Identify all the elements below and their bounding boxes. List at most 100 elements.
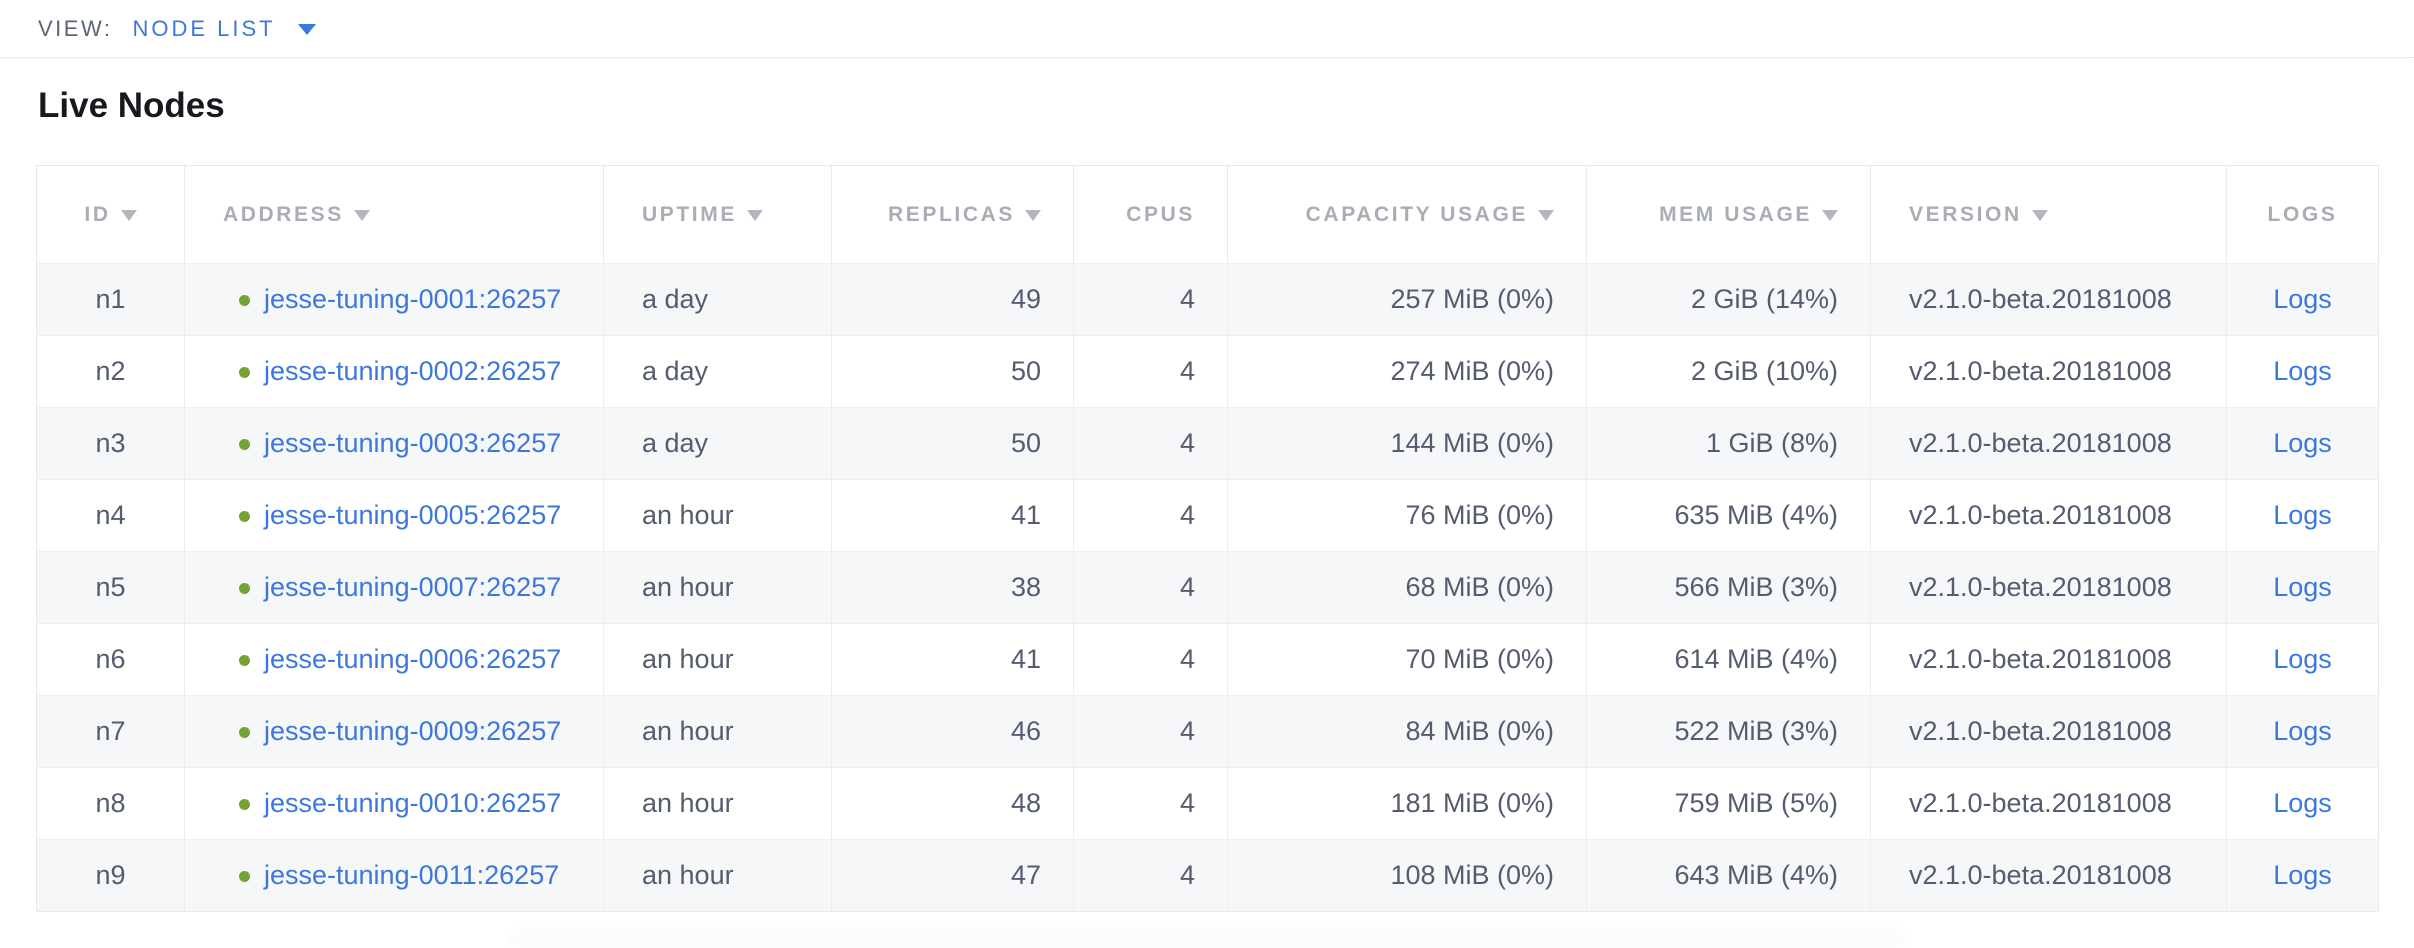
column-header-label: ADDRESS bbox=[223, 203, 344, 226]
logs-link[interactable]: Logs bbox=[2273, 788, 2332, 818]
cell-cpus: 4 bbox=[1074, 552, 1228, 624]
table-row: n7jesse-tuning-0009:26257an hour46484 Mi… bbox=[37, 696, 2379, 768]
cell-cpus: 4 bbox=[1074, 408, 1228, 480]
logs-link[interactable]: Logs bbox=[2273, 284, 2332, 314]
node-address-link[interactable]: jesse-tuning-0002:26257 bbox=[264, 356, 561, 386]
cell-mem: 566 MiB (3%) bbox=[1587, 552, 1871, 624]
logs-link[interactable]: Logs bbox=[2273, 500, 2332, 530]
logs-link[interactable]: Logs bbox=[2273, 428, 2332, 458]
view-label: VIEW: bbox=[38, 16, 112, 42]
cell-cpus: 4 bbox=[1074, 480, 1228, 552]
cell-version: v2.1.0-beta.20181008 bbox=[1871, 264, 2227, 336]
cell-uptime: an hour bbox=[604, 552, 832, 624]
cell-uptime: an hour bbox=[604, 840, 832, 912]
cell-version: v2.1.0-beta.20181008 bbox=[1871, 624, 2227, 696]
cell-mem: 643 MiB (4%) bbox=[1587, 840, 1871, 912]
cell-cpus: 4 bbox=[1074, 696, 1228, 768]
table-row: n2jesse-tuning-0002:26257a day504274 MiB… bbox=[37, 336, 2379, 408]
cell-uptime: a day bbox=[604, 264, 832, 336]
column-header-label: VERSION bbox=[1909, 203, 2022, 226]
node-address-link[interactable]: jesse-tuning-0007:26257 bbox=[264, 572, 561, 602]
node-address-link[interactable]: jesse-tuning-0005:26257 bbox=[264, 500, 561, 530]
cell-version: v2.1.0-beta.20181008 bbox=[1871, 408, 2227, 480]
cell-uptime: an hour bbox=[604, 696, 832, 768]
cell-address: jesse-tuning-0007:26257 bbox=[185, 552, 604, 624]
column-header-label: CPUS bbox=[1126, 203, 1195, 226]
column-header-capacity[interactable]: CAPACITY USAGE bbox=[1228, 166, 1587, 264]
live-status-dot-icon bbox=[239, 511, 250, 522]
table-row: n1jesse-tuning-0001:26257a day494257 MiB… bbox=[37, 264, 2379, 336]
cell-address: jesse-tuning-0001:26257 bbox=[185, 264, 604, 336]
cell-id: n6 bbox=[37, 624, 185, 696]
cell-capacity: 144 MiB (0%) bbox=[1228, 408, 1587, 480]
node-address-link[interactable]: jesse-tuning-0009:26257 bbox=[264, 716, 561, 746]
cell-capacity: 108 MiB (0%) bbox=[1228, 840, 1587, 912]
sort-desc-icon bbox=[1822, 210, 1838, 221]
column-header-id[interactable]: ID bbox=[37, 166, 185, 264]
live-status-dot-icon bbox=[239, 583, 250, 594]
column-header-version[interactable]: VERSION bbox=[1871, 166, 2227, 264]
cell-logs: Logs bbox=[2227, 768, 2379, 840]
node-address-link[interactable]: jesse-tuning-0006:26257 bbox=[264, 644, 561, 674]
cell-capacity: 84 MiB (0%) bbox=[1228, 696, 1587, 768]
cell-version: v2.1.0-beta.20181008 bbox=[1871, 480, 2227, 552]
table-row: n9jesse-tuning-0011:26257an hour474108 M… bbox=[37, 840, 2379, 912]
logs-link[interactable]: Logs bbox=[2273, 644, 2332, 674]
cell-cpus: 4 bbox=[1074, 264, 1228, 336]
cell-logs: Logs bbox=[2227, 408, 2379, 480]
cell-cpus: 4 bbox=[1074, 624, 1228, 696]
live-status-dot-icon bbox=[239, 439, 250, 450]
cell-id: n5 bbox=[37, 552, 185, 624]
cell-capacity: 70 MiB (0%) bbox=[1228, 624, 1587, 696]
cell-version: v2.1.0-beta.20181008 bbox=[1871, 552, 2227, 624]
sort-desc-icon bbox=[121, 210, 137, 221]
cell-replicas: 48 bbox=[832, 768, 1074, 840]
cell-mem: 614 MiB (4%) bbox=[1587, 624, 1871, 696]
column-header-replicas[interactable]: REPLICAS bbox=[832, 166, 1074, 264]
cell-replicas: 50 bbox=[832, 408, 1074, 480]
column-header-label: LOGS bbox=[2268, 203, 2338, 226]
logs-link[interactable]: Logs bbox=[2273, 716, 2332, 746]
logs-link[interactable]: Logs bbox=[2273, 860, 2332, 890]
cell-uptime: an hour bbox=[604, 624, 832, 696]
cell-mem: 759 MiB (5%) bbox=[1587, 768, 1871, 840]
cell-logs: Logs bbox=[2227, 336, 2379, 408]
live-status-dot-icon bbox=[239, 799, 250, 810]
cell-logs: Logs bbox=[2227, 840, 2379, 912]
live-status-dot-icon bbox=[239, 295, 250, 306]
column-header-address[interactable]: ADDRESS bbox=[185, 166, 604, 264]
cell-uptime: an hour bbox=[604, 480, 832, 552]
cell-address: jesse-tuning-0011:26257 bbox=[185, 840, 604, 912]
column-header-label: CAPACITY USAGE bbox=[1306, 203, 1528, 226]
cell-address: jesse-tuning-0006:26257 bbox=[185, 624, 604, 696]
cell-replicas: 50 bbox=[832, 336, 1074, 408]
sort-desc-icon bbox=[354, 210, 370, 221]
cell-logs: Logs bbox=[2227, 264, 2379, 336]
cell-id: n1 bbox=[37, 264, 185, 336]
column-header-label: ID bbox=[84, 203, 110, 226]
table-row: n5jesse-tuning-0007:26257an hour38468 Mi… bbox=[37, 552, 2379, 624]
node-address-link[interactable]: jesse-tuning-0010:26257 bbox=[264, 788, 561, 818]
cell-uptime: an hour bbox=[604, 768, 832, 840]
cell-address: jesse-tuning-0003:26257 bbox=[185, 408, 604, 480]
node-address-link[interactable]: jesse-tuning-0011:26257 bbox=[264, 860, 559, 890]
column-header-mem[interactable]: MEM USAGE bbox=[1587, 166, 1871, 264]
logs-link[interactable]: Logs bbox=[2273, 572, 2332, 602]
caret-down-icon bbox=[298, 24, 316, 35]
node-address-link[interactable]: jesse-tuning-0001:26257 bbox=[264, 284, 561, 314]
cell-version: v2.1.0-beta.20181008 bbox=[1871, 840, 2227, 912]
view-selected-value: NODE LIST bbox=[132, 16, 275, 42]
column-header-uptime[interactable]: UPTIME bbox=[604, 166, 832, 264]
column-header-logs: LOGS bbox=[2227, 166, 2379, 264]
sort-desc-icon bbox=[747, 210, 763, 221]
cell-mem: 2 GiB (14%) bbox=[1587, 264, 1871, 336]
cell-id: n7 bbox=[37, 696, 185, 768]
logs-link[interactable]: Logs bbox=[2273, 356, 2332, 386]
cell-uptime: a day bbox=[604, 408, 832, 480]
table-row: n6 jesse-tuning-0006:26257 an hour41470 Mi… bbox=[37, 624, 2379, 696]
live-nodes-table: ID ADDRESS UPTIMEREPLICAS CPUS CAPACITY USAG… bbox=[36, 165, 2379, 912]
view-selector-dropdown[interactable]: NODE LIST bbox=[132, 16, 315, 42]
cell-mem: 522 MiB (3%) bbox=[1587, 696, 1871, 768]
node-address-link[interactable]: jesse-tuning-0003:26257 bbox=[264, 428, 561, 458]
cell-replicas: 41 bbox=[832, 624, 1074, 696]
